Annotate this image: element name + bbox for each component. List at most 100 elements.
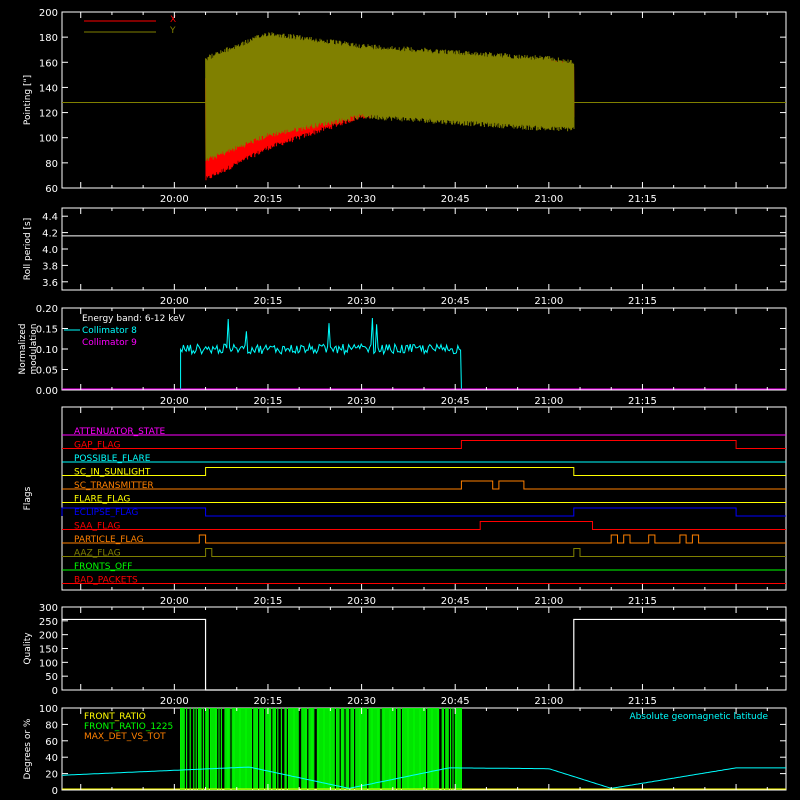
pointing-xtick-label: 20:45 [441,194,470,205]
quality-xtick-label: 21:15 [628,696,657,707]
geomag-legend-label: MAX_DET_VS_TOT [84,732,166,742]
roll-ylabel: Roll period [s] [23,218,33,280]
flag-label: GAP_FLAG [74,441,120,451]
flag-series-saa-flag [62,521,786,530]
pointing-xtick-label: 20:00 [160,194,189,205]
quality-xtick-label: 20:45 [441,696,470,707]
pointing-ytick-label: 140 [39,83,58,94]
quality-series [62,618,786,691]
flag-label: SAA_FLAG [74,522,120,532]
quality-ytick-label: 150 [39,645,58,656]
roll-ytick-label: 4.0 [42,245,58,256]
quality-ylabel: Quality [23,632,33,665]
pointing-ytick-label: 100 [39,134,58,145]
modulation-ytick-label: 0.20 [36,304,58,315]
pointing-xtick-label: 21:00 [534,194,563,205]
geomag-series-front-ratio-1225 [180,708,462,790]
flags-ylabel: Flags [23,486,33,510]
flag-label: ECLIPSE_FLAG [74,508,138,518]
quality-ytick-label: 200 [39,631,58,642]
quality-ytick-label: 0 [52,686,58,697]
flags-xtick-label: 21:15 [628,596,657,607]
flag-label: FLARE_FLAG [74,495,130,505]
quality-ytick-label: 100 [39,658,58,669]
roll-ytick-label: 3.8 [42,261,58,272]
quality-panel: 20:00 20:15 20:30 20:45 21:00 21:15 0 50 100 150 2… [23,603,787,707]
pointing-xtick-label: 20:30 [347,194,376,205]
flag-label: AAZ_FLAG [74,549,121,559]
geomag-ylabel: Degrees or % [23,718,33,779]
pointing-legend-label: Y [169,26,176,36]
pointing-ylabel: Pointing ["] [23,75,33,125]
modulation-xtick-label: 21:15 [628,396,657,407]
modulation-ytick-label: 0.00 [36,386,58,397]
modulation-ylabel: Normalized [18,323,28,374]
pointing-ytick-label: 160 [39,58,58,69]
quality-ytick-label: 300 [39,603,58,614]
modulation-ytick-label: 0.15 [36,325,58,336]
modulation-xtick-label: 20:30 [347,396,376,407]
flags-frame [61,406,787,591]
modulation-legend-label: Collimator 9 [82,338,137,348]
modulation-xtick-label: 20:45 [441,396,470,407]
roll-xtick-label: 20:00 [160,296,189,307]
pointing-ytick-label: 120 [39,109,58,120]
flag-label: POSSIBLE_FLARE [74,454,151,464]
pointing-series-y [205,32,575,162]
pointing-xtick-label: 20:15 [254,194,283,205]
modulation-panel: Energy band: 6-12 keV Collimator 8 Collima… [18,304,787,407]
geomag-ytick-label: 40 [45,753,58,764]
modulation-series-collimator-8 [180,317,462,391]
flags-xtick-label: 20:15 [254,596,283,607]
pointing-ytick-label: 80 [45,159,58,170]
roll-xtick-label: 20:15 [254,296,283,307]
geomag-legend-label: FRONT_RATIO [84,712,146,722]
pointing-legend-label: X [170,15,176,25]
geomag-ytick-label: 60 [45,737,58,748]
quality-xtick-label: 20:15 [254,696,283,707]
flag-series-particle-flag [62,534,786,544]
pointing-ytick-label: 180 [39,33,58,44]
roll-ytick-label: 4.4 [42,212,58,223]
pointing-ytick-label: 60 [45,184,58,195]
flags-xtick-label: 20:45 [441,596,470,607]
modulation-xtick-label: 20:15 [254,396,283,407]
roll-xtick-label: 21:15 [628,296,657,307]
flag-label: SC_TRANSMITTER [74,481,154,491]
flags-xtick-label: 20:00 [160,596,189,607]
roll-xtick-label: 21:00 [534,296,563,307]
flag-series-sc-in-sunlight [62,467,786,476]
geomag-panel: FRONT_RATIOFRONT_RATIO_1225MAX_DET_VS_TO… [23,704,787,797]
roll-panel: 20:00 20:15 20:30 20:45 21:00 21:15 3.6 3.8 4.0 4… [23,207,787,307]
modulation-xtick-label: 21:00 [534,396,563,407]
geomag-ytick-label: 0 [52,786,58,797]
pointing-xtick-label: 21:15 [628,194,657,205]
flag-label: BAD_PACKETS [74,576,138,586]
geomag-legend-label: FRONT_RATIO_1225 [84,722,173,732]
roll-ytick-label: 3.6 [42,278,58,289]
roll-ytick-label: 4.2 [42,229,58,240]
flag-series-sc-transmitter [62,480,786,490]
pointing-ytick-label: 200 [39,8,58,19]
flag-label: PARTICLE_FLAG [74,535,144,545]
quality-ytick-label: 50 [45,672,58,683]
modulation-xtick-label: 20:00 [160,396,189,407]
flag-series-aaz-flag [62,548,786,557]
geomag-ytick-label: 80 [45,720,58,731]
modulation-legend-label: Collimator 8 [82,326,137,336]
quality-xtick-label: 20:00 [160,696,189,707]
flags-panel: ATTENUATOR_STATE GAP_FLAG POSSIBLE_FLARE SC… [23,406,787,607]
quality-xtick-label: 21:00 [534,696,563,707]
flag-series-gap-flag [62,440,786,449]
quality-ytick-label: 250 [39,617,58,628]
geomag-ytick-label: 100 [39,704,58,715]
modulation-ylabel: modulation [29,324,39,375]
geomag-ytick-label: 20 [45,770,58,781]
flags-xtick-label: 21:00 [534,596,563,607]
quality-xtick-label: 20:30 [347,696,376,707]
flag-label: FRONTS_OFF [74,562,132,572]
flags-xtick-label: 20:30 [347,596,376,607]
modulation-legend-title: Energy band: 6-12 keV [82,314,186,324]
flag-label: SC_IN_SUNLIGHT [74,468,151,478]
